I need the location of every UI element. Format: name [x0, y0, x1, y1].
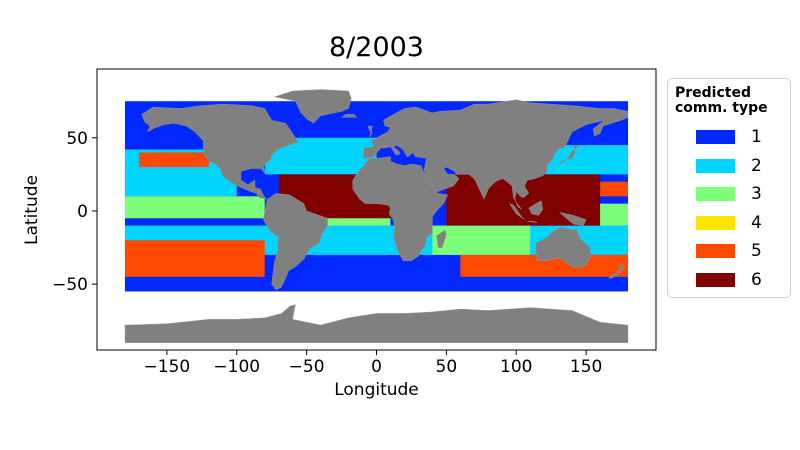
legend-item-3: 3 [696, 184, 788, 204]
legend-swatch [696, 187, 735, 201]
legend-label: 2 [751, 155, 762, 176]
legend-label: 6 [751, 269, 762, 290]
y-axis-label-text: Latitude [22, 175, 42, 245]
land-polygon [367, 125, 373, 138]
chart-title: 8/2003 [329, 32, 424, 63]
land-polygon [340, 114, 358, 118]
legend-item-1: 1 [696, 127, 788, 147]
land-polygon [528, 200, 544, 216]
legend-item-6: 6 [696, 269, 788, 290]
legend-title: Predicted comm. type [675, 86, 790, 116]
land-polygon [362, 99, 629, 210]
x-tick-label: 50 [436, 357, 458, 377]
legend-label: 4 [751, 212, 762, 233]
community-region-type-5 [124, 240, 265, 277]
legend-item-4: 4 [696, 212, 788, 233]
land-polygon [124, 304, 629, 343]
land-polygon [141, 103, 299, 200]
x-tick-label: −150 [144, 357, 191, 377]
community-region-type-5 [600, 181, 629, 197]
x-tick-label: 150 [570, 357, 602, 377]
land-polygon [559, 212, 587, 226]
land-polygon [273, 89, 352, 124]
community-region-type-2 [544, 145, 629, 175]
axes-layer: −150 −100 −50 0 50 100 150 −50 0 50 [52, 68, 657, 377]
land-polygon [558, 144, 580, 166]
x-tick-label: 0 [371, 357, 382, 377]
x-axis-label: Longitude [334, 380, 419, 400]
community-region-type-3 [124, 196, 265, 219]
legend-title-line-2: comm. type [675, 100, 768, 116]
legend-label: 5 [751, 241, 762, 261]
land-polygon [352, 156, 449, 261]
legend: Predicted comm. type 1 2 3 4 5 6 [667, 78, 791, 298]
land-polygon [607, 263, 626, 279]
community-region-type-5 [138, 152, 209, 168]
legend-label: 3 [751, 184, 762, 204]
legend-item-2: 2 [696, 155, 788, 176]
legend-swatch [696, 272, 735, 287]
y-tick-label: 50 [66, 129, 88, 149]
legend-title-line-1: Predicted [675, 85, 751, 101]
y-tick-label: −50 [52, 275, 88, 295]
community-region-type-3 [432, 225, 531, 255]
x-tick-label: −100 [213, 357, 260, 377]
legend-swatch [696, 244, 735, 258]
legend-item-5: 5 [696, 241, 788, 261]
land-layer [124, 89, 629, 343]
x-tick-label: −50 [289, 357, 325, 377]
legend-swatch [696, 158, 735, 173]
land-polygon [436, 229, 447, 248]
y-tick-label: 0 [77, 202, 88, 222]
legend-swatch [696, 130, 735, 144]
legend-swatch [696, 215, 735, 230]
legend-label: 1 [751, 127, 762, 147]
land-polygon [508, 203, 525, 220]
land-polygon [263, 193, 328, 291]
land-polygon [527, 220, 538, 223]
land-polygon [535, 226, 591, 269]
x-tick-label: 100 [500, 357, 532, 377]
